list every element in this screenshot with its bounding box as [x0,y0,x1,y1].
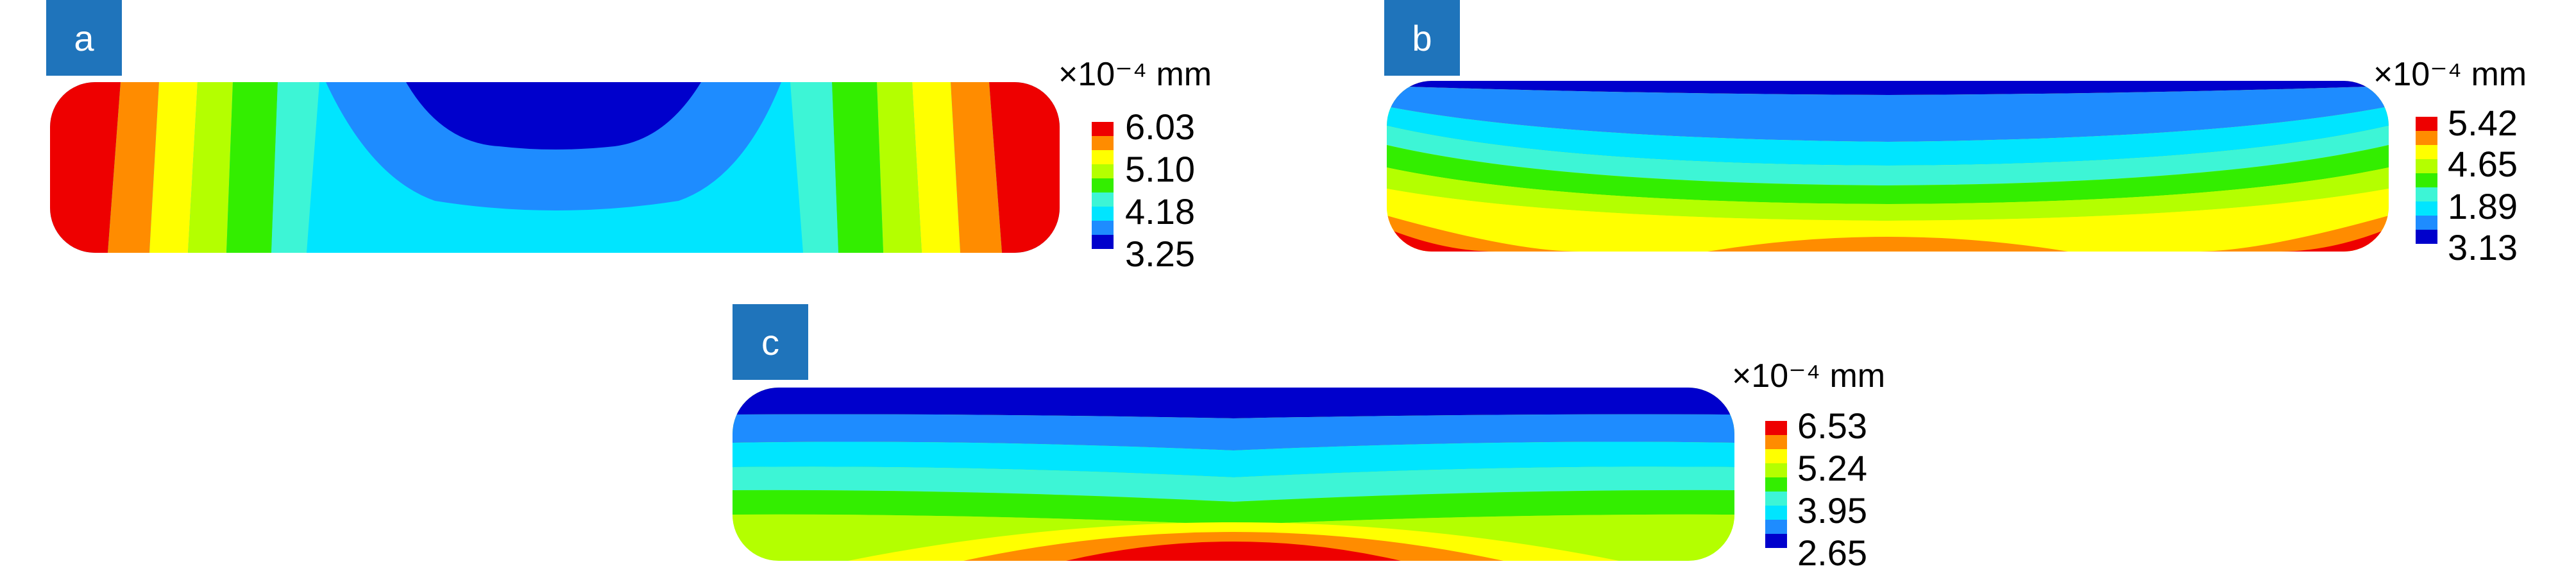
unit-label-b: ×10⁻⁴ mm [2373,56,2527,93]
swatch-a-4 [1092,178,1114,192]
contour-plot-a [50,82,1060,253]
swatch-c-7 [1765,520,1787,534]
swatch-c-0 [1765,421,1787,435]
colorbar-c: ×10⁻⁴ mm 6.53 5.24 3.95 2.65 [1732,357,1937,571]
panel-label-b: b [1384,0,1460,76]
tick-label-b-3: 3.13 [2448,227,2518,268]
swatch-b-6 [2416,201,2437,216]
swatch-b-4 [2416,173,2437,187]
swatch-c-8 [1765,534,1787,548]
colorbar-b: ×10⁻⁴ mm 5.42 4.65 1.89 3.13 [2373,55,2576,266]
tick-label-b-1: 4.65 [2448,144,2518,184]
unit-label-a: ×10⁻⁴ mm [1058,56,1212,93]
swatch-b-2 [2416,145,2437,159]
tick-label-c-2: 3.95 [1797,490,1867,531]
contour-plot-c [733,388,1734,561]
tick-label-a-2: 4.18 [1125,191,1195,232]
swatch-b-5 [2416,187,2437,201]
swatch-c-2 [1765,449,1787,463]
swatch-a-0 [1092,122,1114,136]
swatch-a-6 [1092,207,1114,221]
swatch-c-1 [1765,435,1787,449]
swatch-a-5 [1092,192,1114,207]
swatch-a-3 [1092,164,1114,178]
swatch-c-4 [1765,477,1787,492]
swatch-a-1 [1092,136,1114,150]
panel-label-c: c [733,304,808,380]
colorbar-a: ×10⁻⁴ mm 6.03 5.10 4.18 3.25 [1058,55,1264,272]
tick-label-c-1: 5.24 [1797,448,1867,488]
tick-label-a-0: 6.03 [1125,107,1195,147]
swatch-a-7 [1092,221,1114,235]
tick-label-b-0: 5.42 [2448,103,2518,143]
contour-plot-b [1387,81,2389,252]
tick-label-a-1: 5.10 [1125,149,1195,189]
swatch-c-3 [1765,463,1787,477]
swatch-b-8 [2416,230,2437,244]
unit-label-c: ×10⁻⁴ mm [1732,357,1886,395]
swatch-b-7 [2416,216,2437,230]
tick-label-a-3: 3.25 [1125,234,1195,274]
swatch-a-2 [1092,150,1114,164]
swatch-b-1 [2416,131,2437,145]
tick-label-c-3: 2.65 [1797,533,1867,573]
swatch-b-3 [2416,159,2437,173]
swatch-b-0 [2416,117,2437,131]
panel-label-a: a [46,0,122,76]
tick-label-b-2: 1.89 [2448,186,2518,227]
swatch-a-8 [1092,235,1114,249]
tick-label-c-0: 6.53 [1797,406,1867,446]
swatch-c-6 [1765,506,1787,520]
swatch-c-5 [1765,492,1787,506]
